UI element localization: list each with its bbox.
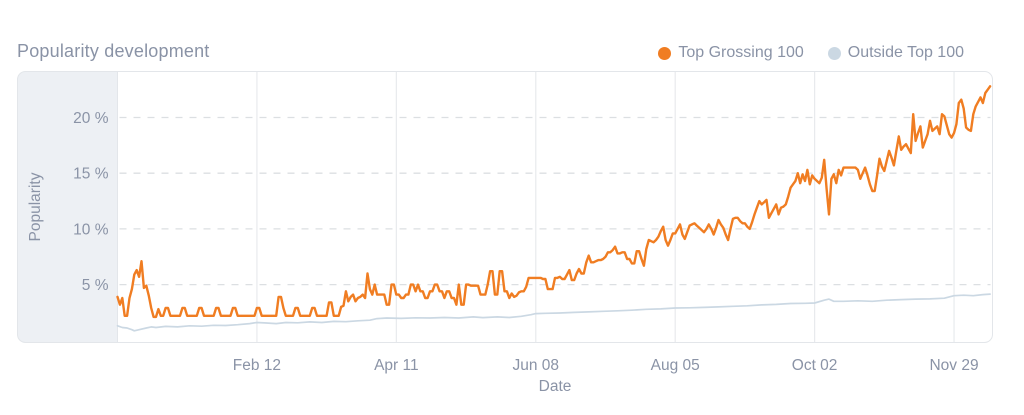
y-axis-panel — [17, 71, 118, 343]
chart-plot-background — [17, 71, 993, 343]
x-tick-label: Oct 02 — [792, 357, 838, 374]
x-tick-label: Feb 12 — [233, 357, 281, 374]
series-line-outside-top-100[interactable] — [116, 293, 991, 332]
legend-dot-outside-top-100-icon — [827, 46, 841, 60]
y-tick-label: 10 % — [73, 221, 109, 238]
legend-item-outside-top-100[interactable]: Outside Top 100 — [827, 44, 964, 62]
series-line-top-grossing-100[interactable] — [116, 85, 992, 319]
y-tick-label: 15 % — [73, 166, 109, 183]
x-axis-title: Date — [539, 378, 572, 395]
x-tick-label: Nov 29 — [929, 357, 978, 374]
legend-item-top-grossing-100[interactable]: Top Grossing 100 — [658, 44, 804, 62]
chart-border — [17, 71, 993, 343]
chart-title: Popularity development — [17, 41, 210, 61]
x-tick-label: Apr 11 — [374, 357, 419, 374]
x-tick-label: Jun 08 — [512, 357, 559, 374]
chart-legend: Top Grossing 100 Outside Top 100 — [658, 44, 964, 62]
y-tick-label: 20 % — [73, 110, 109, 127]
legend-dot-top-grossing-icon — [658, 46, 672, 60]
legend-label-top-grossing-100: Top Grossing 100 — [678, 44, 804, 61]
y-tick-label: 5 % — [82, 277, 109, 294]
y-axis-title: Popularity — [27, 172, 44, 241]
legend-label-outside-top-100: Outside Top 100 — [847, 44, 964, 61]
x-tick-label: Aug 05 — [651, 357, 700, 374]
